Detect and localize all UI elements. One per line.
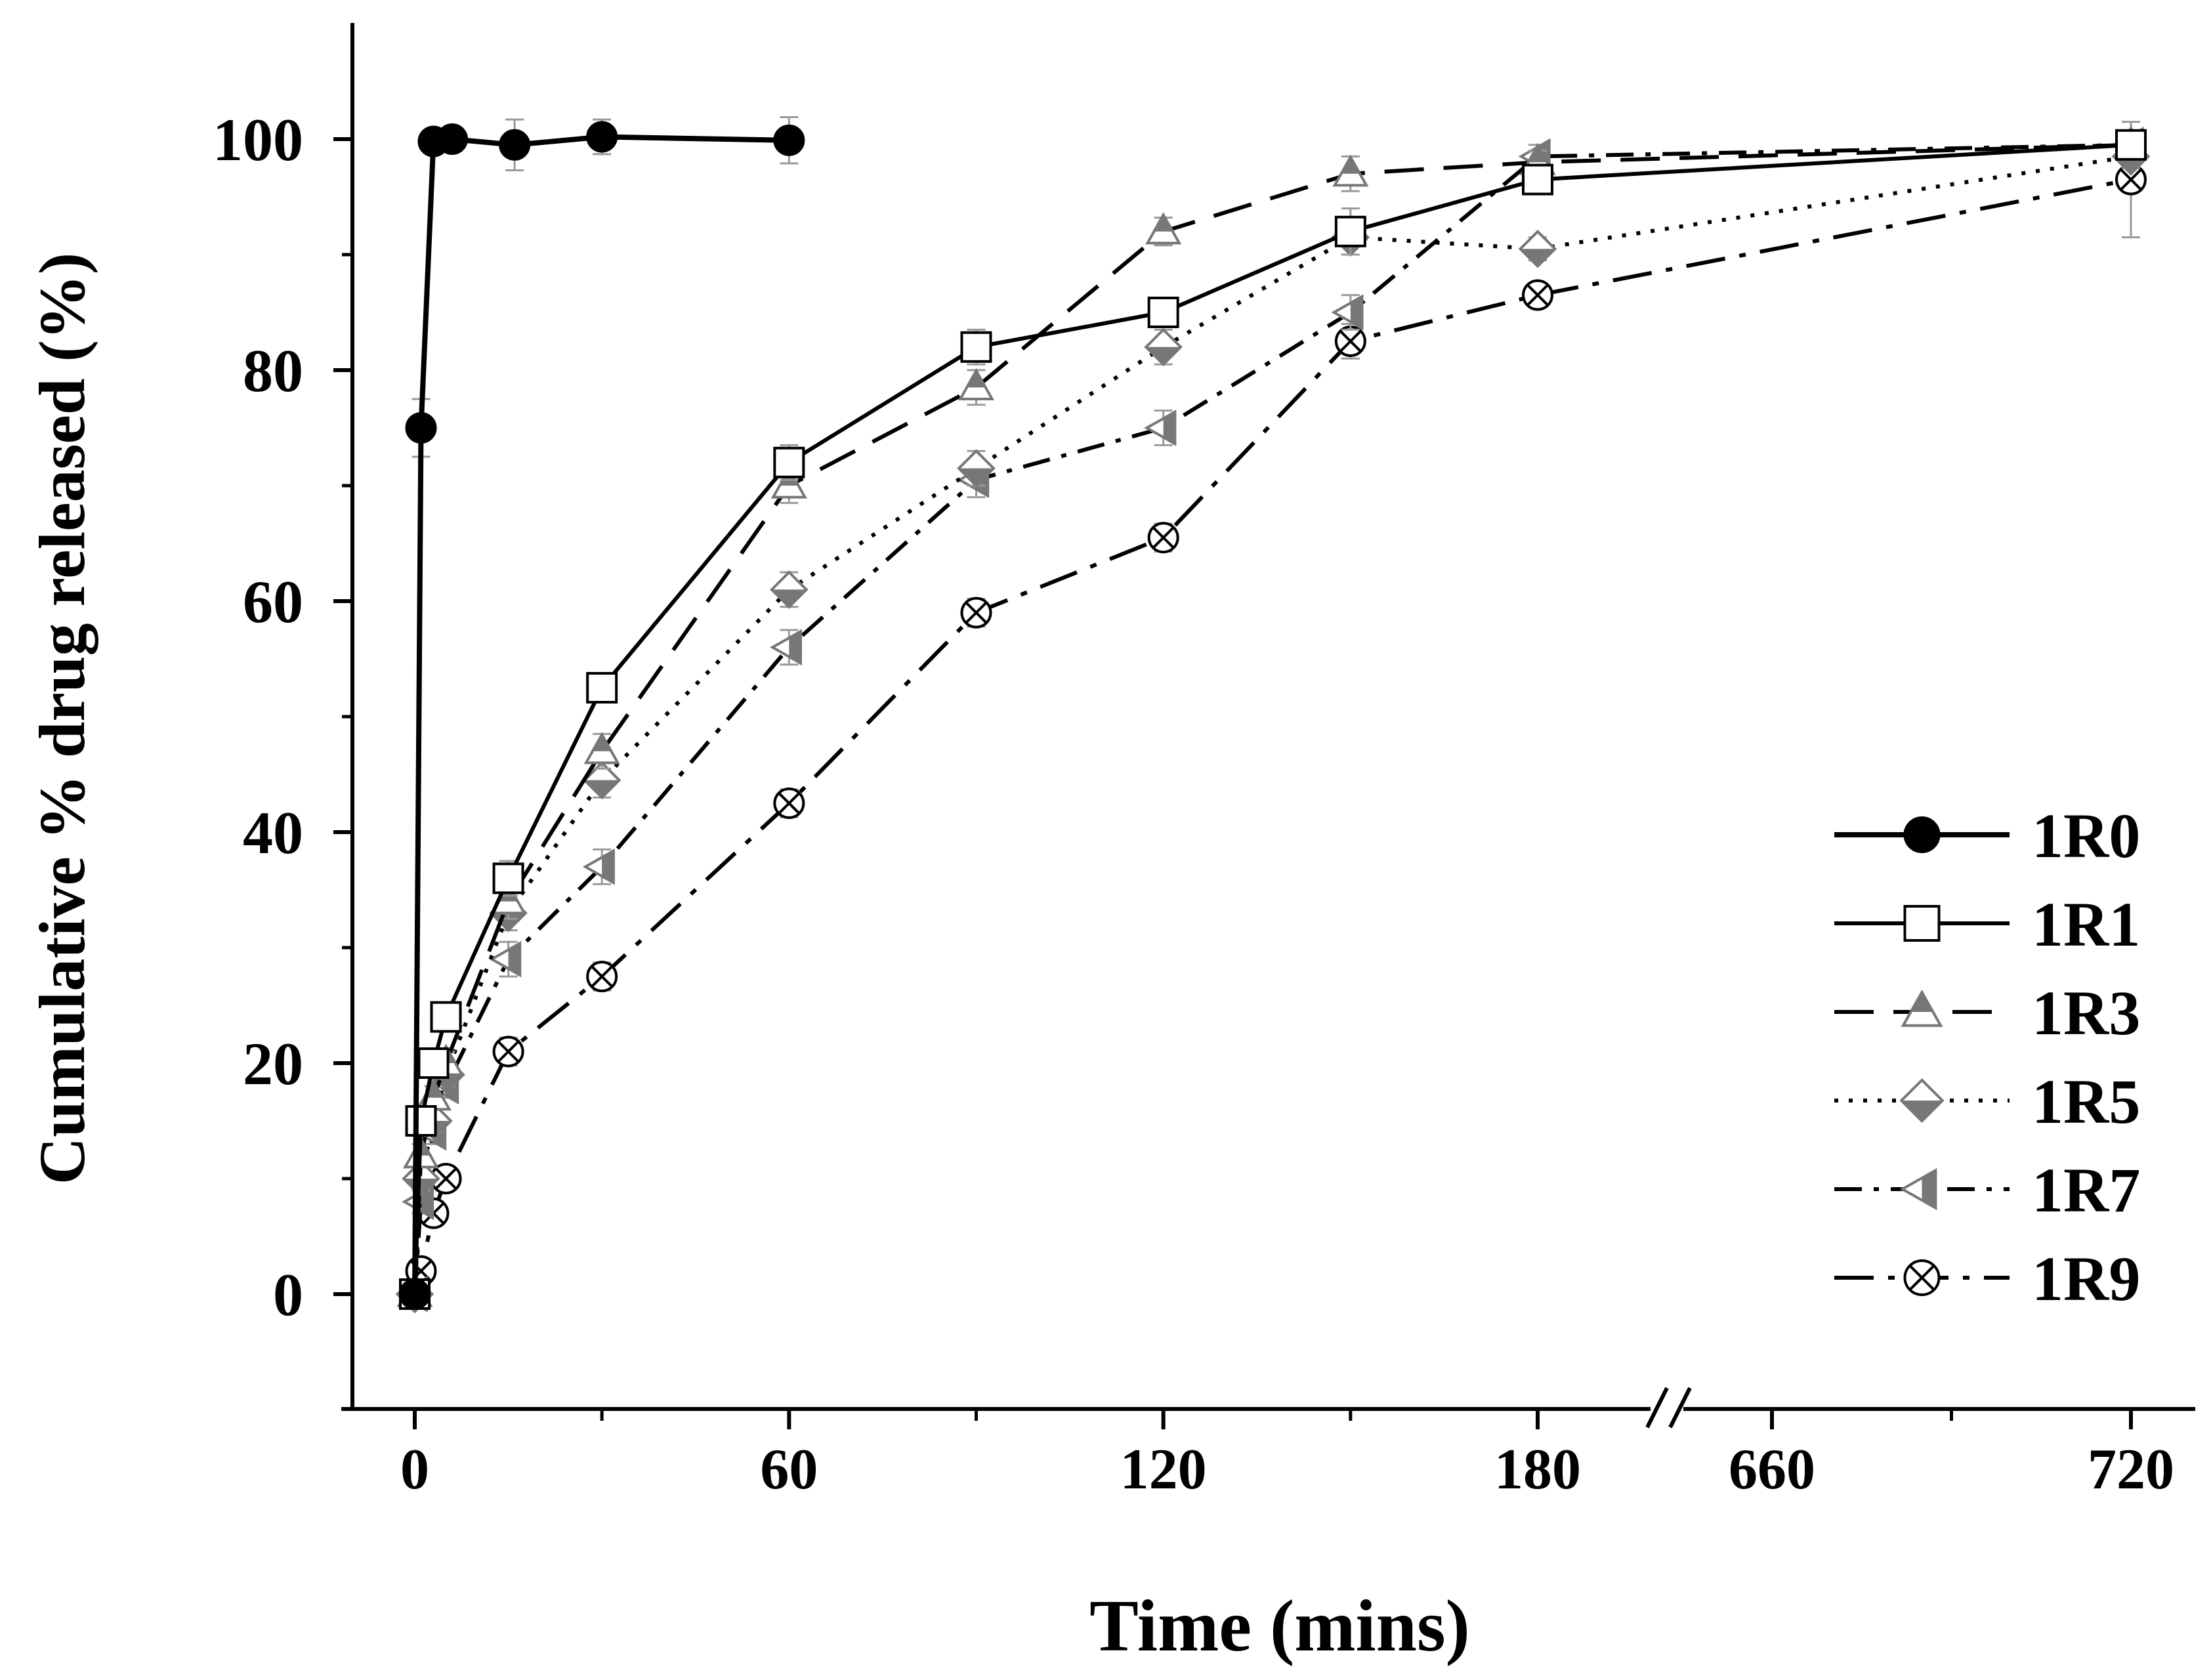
x-tick-label: 660 — [1729, 1438, 1815, 1502]
series-line-1r7 — [413, 142, 2132, 1295]
legend-marker — [1903, 816, 1941, 853]
data-point — [436, 123, 469, 155]
legend-item-1r7: 1R7 — [1834, 1155, 2140, 1225]
series-layer — [395, 116, 2151, 1314]
series-1r5 — [395, 137, 2151, 1314]
legend-item-1r1: 1R1 — [1834, 889, 2140, 959]
data-point — [960, 331, 992, 363]
series-1r0 — [399, 116, 805, 1310]
y-tick-label: 20 — [243, 1030, 303, 1097]
legend-label: 1R5 — [2032, 1066, 2140, 1137]
series-line-1r9 — [413, 177, 2132, 1295]
y-axis-title: Cumulative % drug released (%) — [26, 253, 98, 1185]
data-point — [586, 121, 618, 153]
data-point — [492, 1036, 524, 1068]
data-point — [773, 446, 805, 478]
x-axis-title: Time (mins) — [1089, 1586, 1470, 1667]
data-point — [492, 862, 524, 894]
legend-marker — [1899, 1078, 1945, 1124]
x-ticks: 0 60 120 180 660 720 — [400, 1409, 2174, 1502]
legend-label: 1R7 — [2032, 1155, 2140, 1225]
legend-marker — [1903, 1259, 1941, 1296]
x-tick-label: 720 — [2088, 1438, 2174, 1502]
data-point — [773, 124, 805, 156]
series-1r7 — [395, 127, 2144, 1312]
data-point — [586, 672, 618, 704]
y-tick-label: 60 — [243, 568, 303, 635]
legend: 1R0 1R1 1R3 1R5 1R7 1R9 — [1834, 801, 2140, 1314]
x-tick-label: 60 — [760, 1438, 818, 1502]
y-tick-label: 100 — [213, 106, 303, 173]
data-point — [773, 788, 805, 819]
data-point — [1331, 294, 1364, 331]
data-point — [769, 629, 802, 666]
y-tick-label: 0 — [273, 1261, 303, 1328]
data-point — [1334, 215, 1366, 247]
data-point — [586, 961, 618, 992]
data-point — [1145, 212, 1182, 245]
data-point — [958, 368, 995, 401]
y-ticks: 0 20 40 60 80 100 — [213, 106, 352, 1328]
data-point — [430, 1001, 462, 1033]
data-point — [1332, 154, 1369, 187]
data-point — [1522, 163, 1553, 196]
data-point — [583, 732, 620, 765]
series-line-1r5 — [413, 154, 2132, 1295]
legend-item-1r0: 1R0 — [1834, 801, 2140, 871]
data-point — [499, 129, 531, 161]
data-point — [770, 570, 809, 609]
data-point — [1144, 410, 1177, 446]
legend-item-1r5: 1R5 — [1834, 1066, 2140, 1137]
legend-marker — [1901, 990, 1943, 1027]
data-point — [2115, 163, 2147, 196]
data-point — [2115, 129, 2147, 161]
series-1r9 — [399, 121, 2147, 1310]
data-point — [1144, 327, 1183, 367]
data-point — [430, 1163, 462, 1194]
legend-marker — [1899, 1167, 1937, 1211]
legend-item-1r3: 1R3 — [1834, 978, 2140, 1048]
series-line-1r3 — [413, 142, 2132, 1295]
legend-label: 1R1 — [2032, 889, 2140, 959]
legend-item-1r9: 1R9 — [1834, 1244, 2140, 1314]
series-line-1r1 — [413, 142, 2132, 1295]
data-point — [405, 412, 437, 444]
data-point — [957, 449, 996, 488]
y-tick-label: 80 — [243, 337, 303, 404]
data-point — [399, 1278, 431, 1310]
series-1r1 — [399, 129, 2147, 1310]
x-tick-label: 120 — [1120, 1438, 1207, 1502]
data-point — [489, 940, 522, 978]
legend-label: 1R9 — [2032, 1244, 2140, 1314]
data-point — [1147, 522, 1179, 554]
legend-label: 1R0 — [2032, 801, 2140, 871]
data-point — [582, 849, 615, 885]
data-point — [405, 1105, 437, 1137]
axis-break-icon — [1645, 1387, 1692, 1429]
data-point — [960, 597, 992, 629]
y-tick-label: 40 — [243, 799, 303, 866]
data-point — [417, 1047, 450, 1079]
legend-marker — [1903, 905, 1941, 942]
legend-label: 1R3 — [2032, 978, 2140, 1048]
data-point — [1518, 229, 1557, 268]
data-point — [1147, 297, 1179, 328]
data-point — [582, 761, 621, 800]
x-tick-label: 0 — [400, 1438, 429, 1502]
data-point — [1522, 279, 1553, 311]
x-tick-label: 180 — [1494, 1438, 1581, 1502]
data-point — [1334, 326, 1366, 357]
series-1r3 — [396, 125, 2149, 1307]
